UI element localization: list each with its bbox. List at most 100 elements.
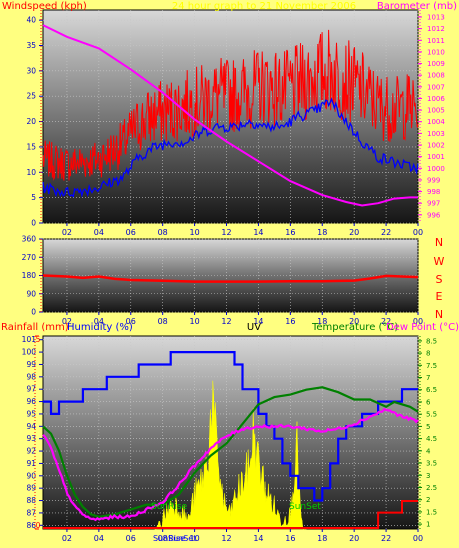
wind-left-tick-label: 40: [26, 16, 36, 25]
lower-x-tick-label: 02: [62, 534, 72, 543]
barometer-right-tick-label: 1002: [427, 142, 445, 150]
lower-x-tick-label: 04: [94, 534, 104, 543]
chart-marks: [42, 24, 419, 530]
lower-left-tick-label: 99: [26, 360, 36, 369]
temperature-right-tick-label: 4: [426, 447, 431, 455]
lower-gridlines: [43, 336, 419, 529]
lower-left-tick-label: 98: [26, 372, 36, 381]
direction-x-tick-label: 20: [349, 317, 359, 326]
lower-left-tick-label: 95: [26, 409, 36, 418]
barometer-right-tick-label: 996: [427, 211, 441, 219]
direction-label-s: S: [436, 273, 443, 286]
direction-label-n-top: N: [435, 236, 443, 249]
wind-x-tick-label: 16: [285, 228, 295, 237]
direction-x-tick-label: 14: [253, 317, 263, 326]
barometer-right-tick-label: 999: [427, 176, 440, 184]
wind-left-tick-label: 10: [26, 168, 36, 177]
direction-x-tick-label: 04: [94, 317, 104, 326]
lower-panel-background: [42, 335, 419, 530]
temperature-right-tick-label: 7.5: [426, 362, 437, 370]
lower-x-tick-label: 12: [221, 534, 231, 543]
wind-left-tick-label: 15: [26, 142, 36, 151]
wind-x-tick-label: 20: [349, 228, 359, 237]
direction-left-tick-label: 270: [22, 253, 37, 262]
lower-x-tick-label: 22: [381, 534, 391, 543]
temperature-right-tick-label: 6: [426, 398, 431, 406]
lower-left-tick-label: 97: [26, 385, 36, 394]
lower-left-tick-label: 93: [26, 434, 36, 443]
direction-x-tick-label: 00: [413, 317, 423, 326]
lower-left-tick-label: 88: [26, 496, 36, 505]
lower-left-tick-label: 94: [26, 422, 36, 431]
barometer-right-tick-label: 1013: [427, 13, 445, 21]
lower-x-tick-label: 10: [190, 534, 200, 543]
barometer-right-tick-label: 1009: [427, 60, 445, 68]
direction-label-n-bottom: N: [435, 308, 443, 321]
temperature-right-tick-label: 8: [426, 350, 430, 358]
wind-panel-background: [42, 9, 419, 224]
direction-x-tick-label: 16: [285, 317, 295, 326]
temperature-right-tick-label: 8.5: [426, 337, 437, 345]
wind-left-tick-label: 0: [31, 219, 36, 228]
rainfall-tick-label: 0: [36, 521, 41, 530]
lower-left-tick-label: 91: [26, 459, 36, 468]
wind-x-tick-label: 18: [317, 228, 327, 237]
barometer-right-tick-label: 1005: [427, 107, 445, 115]
wind-x-tick-label: 10: [190, 228, 200, 237]
wind-x-tick-label: 06: [126, 228, 136, 237]
sunset-label: SunSet: [289, 502, 321, 512]
barometer-right-tick-label: 1004: [427, 118, 445, 126]
barometer-right-tick-label: 1010: [427, 48, 445, 56]
barometer-right-tick-label: 1012: [427, 25, 445, 33]
direction-x-tick-label: 06: [126, 317, 136, 326]
lower-x-tick-label: 20: [349, 534, 359, 543]
lower-x-tick-label: 00: [413, 534, 423, 543]
direction-x-tick-label: 02: [62, 317, 72, 326]
lower-x-tick-label: 06: [126, 534, 136, 543]
temperature-right-tick-label: 4.5: [426, 435, 437, 443]
temperature-right-tick-label: 1: [426, 521, 430, 529]
wind-left-tick-label: 5: [31, 193, 36, 202]
wind-x-tick-label: 00: [413, 228, 423, 237]
humidity-axis-title: Humidity (%): [67, 322, 133, 333]
temperature-right-tick-label: 7: [426, 374, 430, 382]
lower-x-tick-label: 18: [317, 534, 327, 543]
lower-left-tick-label: 100: [22, 348, 37, 357]
uv-axis-title: UV: [247, 322, 261, 333]
lower-x-tick-label: 16: [285, 534, 295, 543]
direction-left-tick-label: 180: [22, 271, 37, 280]
temperature-right-tick-label: 3.5: [426, 460, 437, 468]
wind-x-tick-label: 12: [221, 228, 231, 237]
lower-x-tick-label: 08: [158, 534, 168, 543]
barometer-right-tick-label: 1007: [427, 83, 445, 91]
average-windspeed-line: [42, 97, 419, 198]
barometer-line: [42, 24, 418, 207]
dewpoint-line: [42, 407, 419, 522]
direction-x-tick-label: 10: [190, 317, 200, 326]
direction-left-tick-label: 90: [26, 289, 36, 298]
lower-left-tick-label: 92: [26, 447, 36, 456]
barometer-right-tick-label: 1011: [427, 37, 445, 45]
barometer-right-tick-label: 1008: [427, 72, 445, 80]
wind-left-tick-label: 20: [26, 117, 36, 126]
temperature-right-tick-label: 2.5: [426, 484, 437, 492]
temperature-right-tick-label: 5: [426, 423, 430, 431]
sunrise-label: SunRise: [151, 502, 188, 512]
wind-x-tick-label: 14: [253, 228, 263, 237]
rainfall-tick-label: 5: [36, 335, 41, 344]
temperature-right-tick-label: 2: [426, 496, 430, 504]
wind-left-tick-label: 30: [26, 66, 36, 75]
wind-x-tick-label: 04: [94, 228, 104, 237]
wind-left-tick-label: 25: [26, 92, 36, 101]
temperature-axis-title: Temperature (°C): [311, 322, 398, 333]
barometer-axis-title: Barometer (mb): [377, 1, 457, 12]
dewpoint-axis-title: Dew Point (°C): [386, 322, 459, 333]
direction-label-w: W: [434, 255, 445, 268]
lower-left-tick-label: 101: [22, 335, 37, 344]
lower-left-tick-label: 96: [26, 397, 36, 406]
direction-x-tick-label: 12: [221, 317, 231, 326]
lower-x-tick-label: 14: [253, 534, 263, 543]
